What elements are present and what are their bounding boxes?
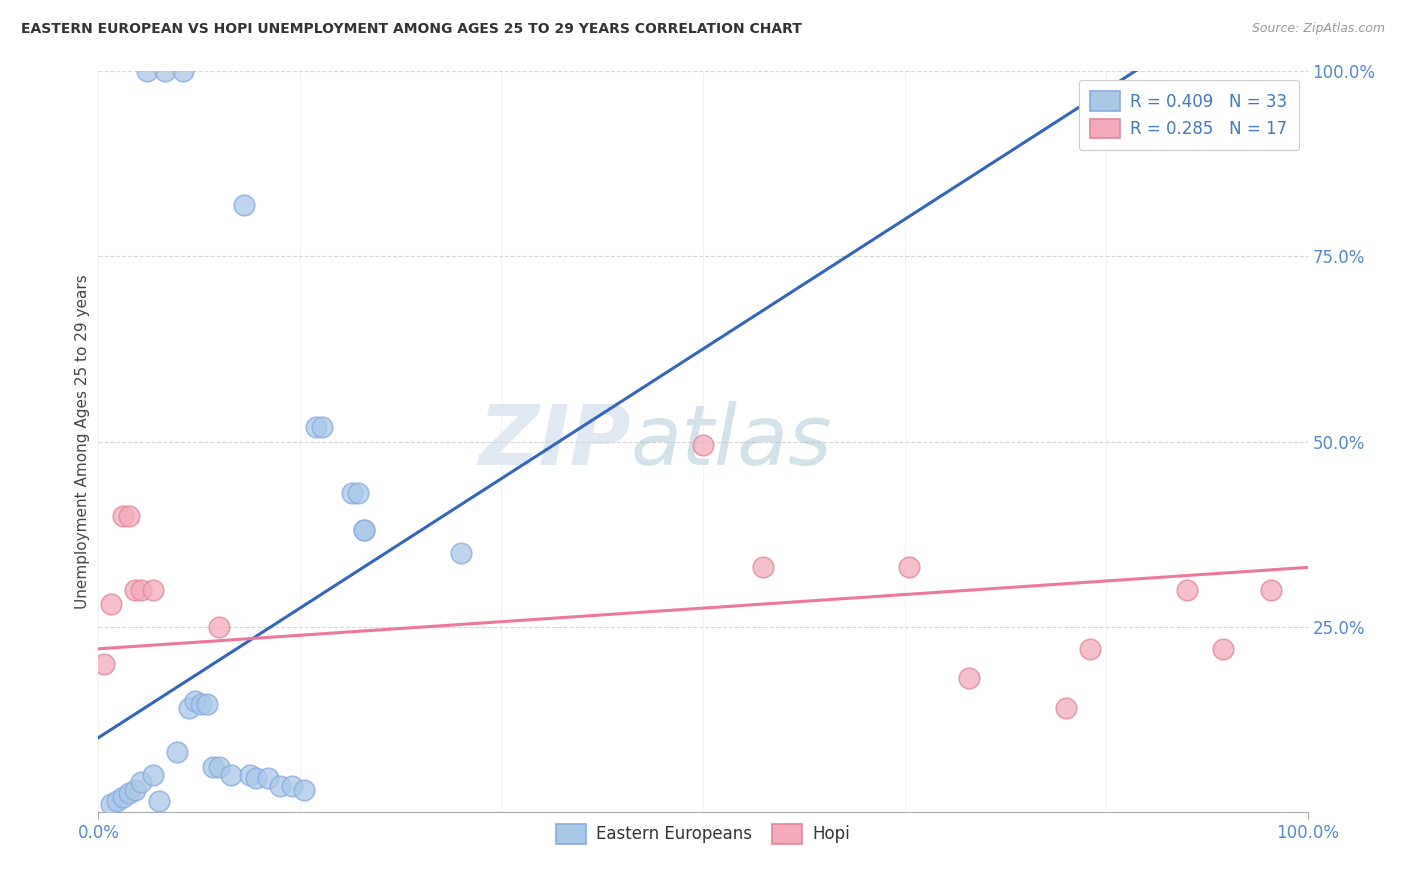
Point bbox=[897, 560, 920, 574]
Point bbox=[100, 797, 122, 812]
Point bbox=[111, 508, 134, 523]
Point bbox=[172, 64, 194, 78]
Point bbox=[118, 508, 141, 523]
Y-axis label: Unemployment Among Ages 25 to 29 years: Unemployment Among Ages 25 to 29 years bbox=[75, 274, 90, 609]
Point bbox=[105, 794, 128, 808]
Point bbox=[142, 582, 165, 597]
Point bbox=[957, 672, 980, 686]
Point bbox=[353, 524, 375, 538]
Point bbox=[1078, 641, 1101, 656]
Text: ZIP: ZIP bbox=[478, 401, 630, 482]
Point bbox=[202, 760, 225, 774]
Point bbox=[195, 698, 218, 712]
Text: atlas: atlas bbox=[630, 401, 832, 482]
Point bbox=[124, 582, 146, 597]
Point bbox=[135, 64, 157, 78]
Point bbox=[179, 701, 201, 715]
Point bbox=[1175, 582, 1198, 597]
Point bbox=[184, 694, 207, 708]
Point bbox=[166, 746, 188, 760]
Point bbox=[269, 779, 291, 793]
Point bbox=[239, 767, 262, 781]
Point bbox=[221, 767, 243, 781]
Point bbox=[111, 789, 134, 804]
Point bbox=[142, 767, 165, 781]
Point bbox=[281, 779, 304, 793]
Point bbox=[148, 794, 170, 808]
Point bbox=[1212, 641, 1234, 656]
Point bbox=[129, 775, 152, 789]
Point bbox=[353, 524, 375, 538]
Point bbox=[124, 782, 146, 797]
Point bbox=[450, 546, 472, 560]
Point bbox=[311, 419, 333, 434]
Point bbox=[1260, 582, 1282, 597]
Point bbox=[305, 419, 328, 434]
Point bbox=[347, 486, 370, 500]
Legend: Eastern Europeans, Hopi: Eastern Europeans, Hopi bbox=[544, 813, 862, 855]
Point bbox=[190, 698, 212, 712]
Text: EASTERN EUROPEAN VS HOPI UNEMPLOYMENT AMONG AGES 25 TO 29 YEARS CORRELATION CHAR: EASTERN EUROPEAN VS HOPI UNEMPLOYMENT AM… bbox=[21, 22, 801, 37]
Point bbox=[1054, 701, 1077, 715]
Text: Source: ZipAtlas.com: Source: ZipAtlas.com bbox=[1251, 22, 1385, 36]
Point bbox=[100, 598, 122, 612]
Point bbox=[129, 582, 152, 597]
Point bbox=[256, 772, 278, 786]
Point bbox=[232, 197, 254, 211]
Point bbox=[118, 786, 141, 800]
Point bbox=[692, 438, 714, 452]
Point bbox=[292, 782, 315, 797]
Point bbox=[153, 64, 176, 78]
Point bbox=[93, 657, 115, 671]
Point bbox=[245, 772, 267, 786]
Point bbox=[752, 560, 775, 574]
Point bbox=[208, 760, 231, 774]
Point bbox=[208, 619, 231, 633]
Point bbox=[342, 486, 364, 500]
